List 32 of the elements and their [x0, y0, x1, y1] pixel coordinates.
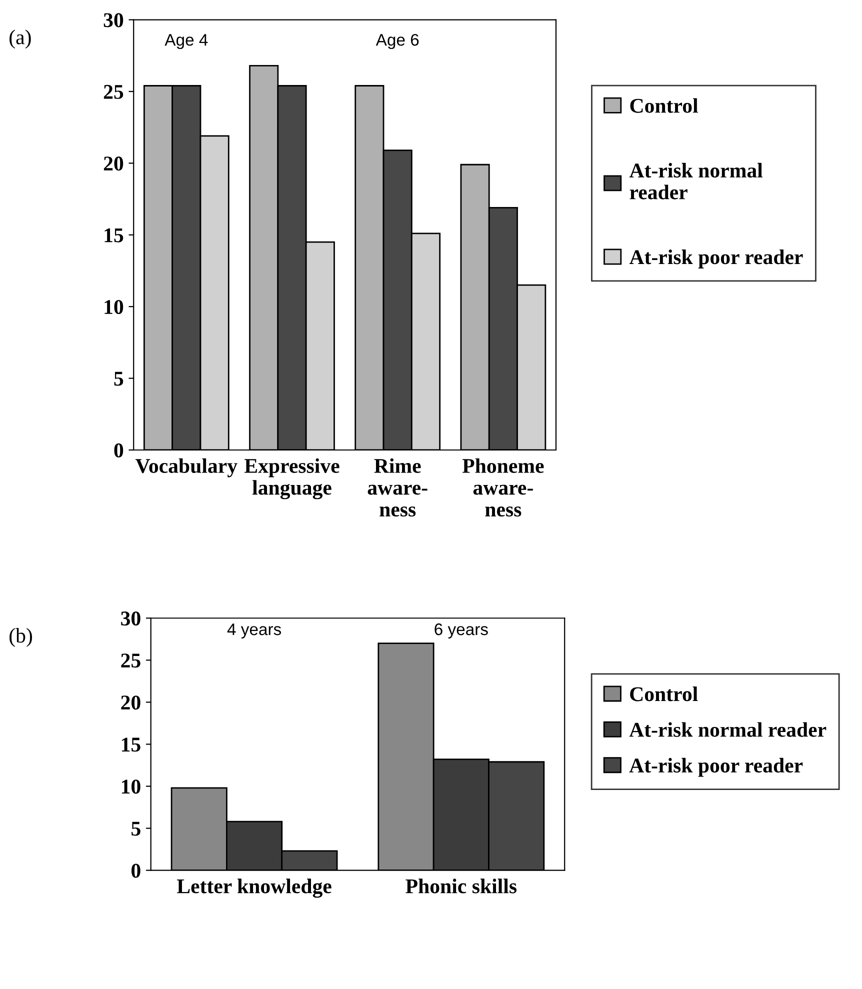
x-tick-label: Phoneme aware- ness: [462, 458, 544, 517]
x-tick-label: Rime aware- ness: [368, 458, 428, 517]
text: (a): [10, 30, 31, 49]
y-tick-label: 10: [122, 780, 140, 794]
annotation: Age 6: [376, 34, 419, 50]
annotation: 6 years: [434, 623, 488, 639]
y-tick-label: 25: [121, 654, 140, 668]
legend-label: Control: [630, 98, 698, 113]
x-tick-label: Phonic skills: [406, 878, 517, 894]
legend-label: At-risk normal reader: [629, 162, 763, 200]
legend-label: At-risk normal reader: [629, 722, 826, 737]
y-tick-label: 0: [132, 864, 140, 878]
annotation: 4 years: [227, 624, 282, 639]
legend-label: Control: [630, 686, 698, 702]
x-tick-label: Letter knowledge: [177, 878, 332, 898]
text: (b): [10, 628, 32, 647]
y-tick-label: 0: [114, 443, 124, 458]
y-tick-label: 10: [104, 300, 124, 314]
annotation: Age 4: [164, 34, 208, 50]
y-tick-label: 20: [104, 156, 124, 171]
y-tick-label: 5: [132, 822, 140, 836]
y-tick-label: 30: [104, 13, 124, 28]
y-tick-label: 5: [114, 372, 124, 386]
x-tick-label: Vocabulary: [136, 458, 238, 478]
y-tick-label: 30: [121, 612, 140, 626]
x-tick-label: Expressive language: [244, 458, 340, 500]
legend-label: At-risk poor reader: [629, 758, 803, 777]
y-tick-label: 20: [121, 696, 140, 710]
y-tick-label: 15: [122, 738, 140, 752]
legend-label: At-risk poor reader: [629, 250, 803, 268]
y-tick-label: 25: [104, 84, 124, 99]
y-tick-label: 15: [104, 228, 124, 242]
